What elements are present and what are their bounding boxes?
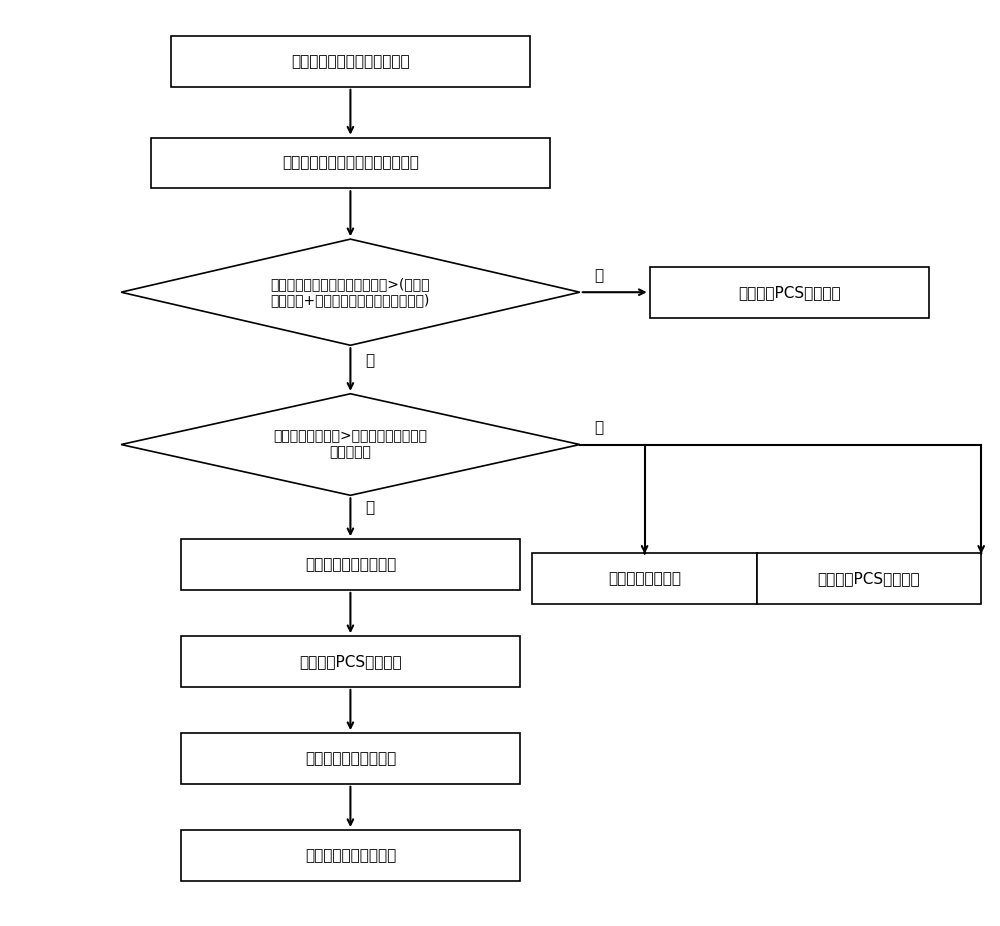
Text: 设置储能PCS为主电源: 设置储能PCS为主电源	[738, 284, 841, 300]
FancyBboxPatch shape	[181, 636, 520, 687]
Text: 是: 是	[595, 420, 604, 435]
Text: 恢复被切除的负荷用电: 恢复被切除的负荷用电	[305, 848, 396, 863]
Polygon shape	[121, 239, 580, 345]
Polygon shape	[121, 394, 580, 495]
Text: 设置储能PCS为主电源: 设置储能PCS为主电源	[299, 654, 402, 669]
Text: 计算无低电压穿越的逆变器总出力: 计算无低电压穿越的逆变器总出力	[282, 156, 419, 170]
Text: 切除对应的非重要负荷: 切除对应的非重要负荷	[305, 557, 396, 572]
FancyBboxPatch shape	[181, 830, 520, 881]
Text: 计算即将承担主的电源最大出力>(目前主
设备出力+因模式切换退出的逆变器出力): 计算即将承担主的电源最大出力>(目前主 设备出力+因模式切换退出的逆变器出力)	[271, 277, 430, 307]
Text: 出于经济性计算需切换主电源: 出于经济性计算需切换主电源	[291, 54, 410, 69]
FancyBboxPatch shape	[532, 553, 757, 604]
FancyBboxPatch shape	[181, 539, 520, 590]
FancyBboxPatch shape	[757, 553, 981, 604]
Text: 否: 否	[365, 501, 374, 516]
FancyBboxPatch shape	[181, 733, 520, 783]
FancyBboxPatch shape	[650, 267, 929, 318]
Text: 退出的逆变器恢复出力: 退出的逆变器恢复出力	[305, 751, 396, 766]
Text: 设置储能PCS为主电源: 设置储能PCS为主电源	[818, 571, 920, 586]
Text: 否: 否	[365, 353, 374, 368]
Text: 调节非主储能出力: 调节非主储能出力	[608, 571, 681, 586]
FancyBboxPatch shape	[151, 138, 550, 188]
Text: 是: 是	[595, 269, 604, 283]
Text: 非主储能最大出力>因模式切换退出的逆
变器总出力: 非主储能最大出力>因模式切换退出的逆 变器总出力	[273, 430, 427, 459]
FancyBboxPatch shape	[171, 36, 530, 87]
